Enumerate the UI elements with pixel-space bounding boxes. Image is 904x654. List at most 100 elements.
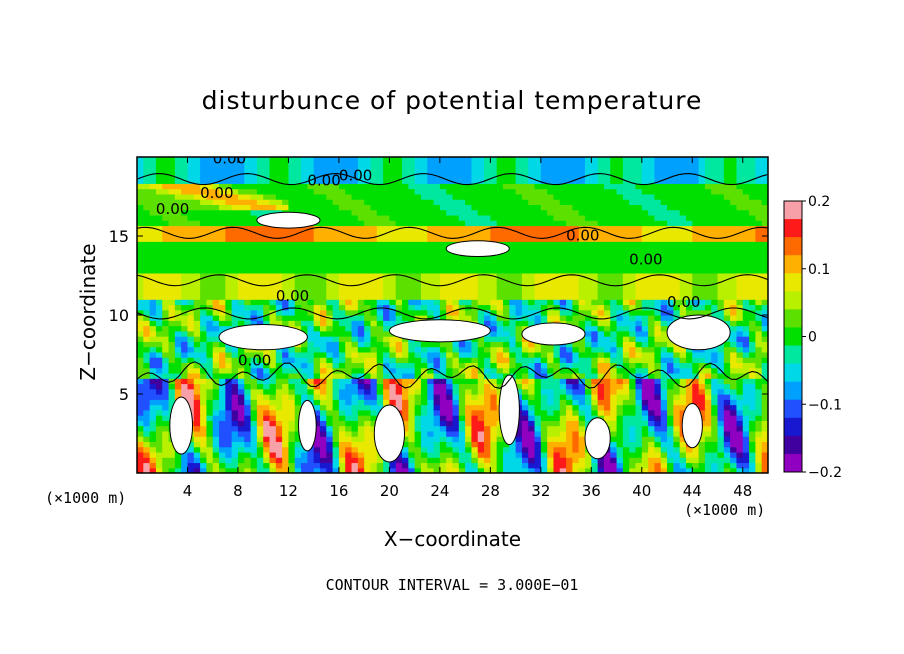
heatmap-cell <box>654 425 662 432</box>
heatmap-cell <box>704 309 712 316</box>
heatmap-cell <box>395 299 403 306</box>
heatmap-cell <box>553 251 561 258</box>
heatmap-cell <box>439 230 447 237</box>
heatmap-cell <box>484 262 491 269</box>
heatmap-cell <box>465 309 473 316</box>
heatmap-cell <box>641 293 649 300</box>
heatmap-cell <box>439 315 447 321</box>
heatmap-cell <box>187 220 195 227</box>
heatmap-cell <box>496 293 504 300</box>
heatmap-cell <box>452 462 460 469</box>
heatmap-cell <box>490 394 498 400</box>
heatmap-cell <box>200 336 208 342</box>
heatmap-cell <box>742 283 750 290</box>
heatmap-cell <box>162 388 170 395</box>
heatmap-cell <box>610 446 618 453</box>
heatmap-cell <box>736 257 744 263</box>
heatmap-cell <box>174 299 182 306</box>
heatmap-cell <box>667 299 674 306</box>
heatmap-cell <box>143 325 151 332</box>
heatmap-cell <box>629 209 637 216</box>
heatmap-cell <box>408 404 416 411</box>
heatmap-cell <box>679 251 687 258</box>
heatmap-cell <box>484 425 491 432</box>
heatmap-cell <box>345 430 353 437</box>
heatmap-cell <box>742 330 750 337</box>
heatmap-cell <box>288 267 296 274</box>
heatmap-cell <box>723 236 731 242</box>
heatmap-cell <box>414 467 422 473</box>
heatmap-cell <box>521 351 529 358</box>
heatmap-cell <box>446 257 454 263</box>
heatmap-cell <box>667 367 674 374</box>
heatmap-cell <box>521 420 529 427</box>
heatmap-cell <box>667 457 674 464</box>
heatmap-cell <box>351 309 359 316</box>
heatmap-cell <box>616 267 624 274</box>
heatmap-cell <box>357 315 365 321</box>
heatmap-cell <box>174 457 182 464</box>
heatmap-cell <box>484 394 491 400</box>
heatmap-cell <box>338 404 346 411</box>
heatmap-cell <box>616 367 624 374</box>
heatmap-cell <box>332 288 340 295</box>
heatmap-cell <box>521 346 529 353</box>
heatmap-cell <box>326 246 334 253</box>
heatmap-cell <box>673 299 681 306</box>
heatmap-cell <box>357 404 365 411</box>
heatmap-cell <box>200 394 208 400</box>
heatmap-cell <box>439 425 447 432</box>
heatmap-cell <box>761 262 768 269</box>
heatmap-cell <box>711 399 719 406</box>
heatmap-cell <box>155 241 163 248</box>
heatmap-cell <box>351 378 359 385</box>
heatmap-cell <box>471 357 479 363</box>
heatmap-cell <box>477 267 485 274</box>
heatmap-cell <box>168 230 176 237</box>
heatmap-cell <box>635 293 643 300</box>
heatmap-cell <box>275 257 283 263</box>
heatmap-cell <box>345 283 353 290</box>
heatmap-cell <box>149 299 157 306</box>
heatmap-cell <box>181 267 189 274</box>
heatmap-cell <box>717 267 725 274</box>
heatmap-cell <box>635 251 643 258</box>
heatmap-cell <box>458 293 466 300</box>
heatmap-cell <box>496 330 504 337</box>
heatmap-cell <box>490 214 498 221</box>
heatmap-cell <box>420 467 428 473</box>
heatmap-cell <box>698 262 706 269</box>
heatmap-cell <box>509 451 517 458</box>
heatmap-cell <box>231 315 239 321</box>
heatmap-cell <box>559 441 567 448</box>
heatmap-cell <box>389 225 397 232</box>
heatmap-cell <box>515 283 523 290</box>
heatmap-cell <box>433 341 441 348</box>
heatmap-cell <box>572 236 580 242</box>
heatmap-cell <box>736 399 744 406</box>
heatmap-cell <box>641 304 649 311</box>
heatmap-cell <box>629 441 637 448</box>
heatmap-cell <box>250 446 258 453</box>
heatmap-cell <box>528 388 536 395</box>
heatmap-cell <box>206 383 214 390</box>
heatmap-cell <box>231 430 239 437</box>
heatmap-cell <box>471 367 479 374</box>
heatmap-cell <box>749 299 756 306</box>
heatmap-cell <box>225 372 233 379</box>
heatmap-cell <box>149 394 157 400</box>
heatmap-cell <box>629 346 637 353</box>
heatmap-cell <box>755 336 763 342</box>
heatmap-cell <box>376 457 384 464</box>
heatmap-cell <box>648 362 656 369</box>
heatmap-cell <box>319 372 327 379</box>
heatmap-cell <box>566 299 573 306</box>
heatmap-cell <box>162 241 170 248</box>
heatmap-cell <box>622 278 630 284</box>
heatmap-cell <box>477 236 485 242</box>
heatmap-cell <box>212 446 220 453</box>
heatmap-cell <box>635 209 643 216</box>
heatmap-cell <box>269 283 277 290</box>
heatmap-cell <box>648 236 656 242</box>
heatmap-cell <box>673 351 681 358</box>
